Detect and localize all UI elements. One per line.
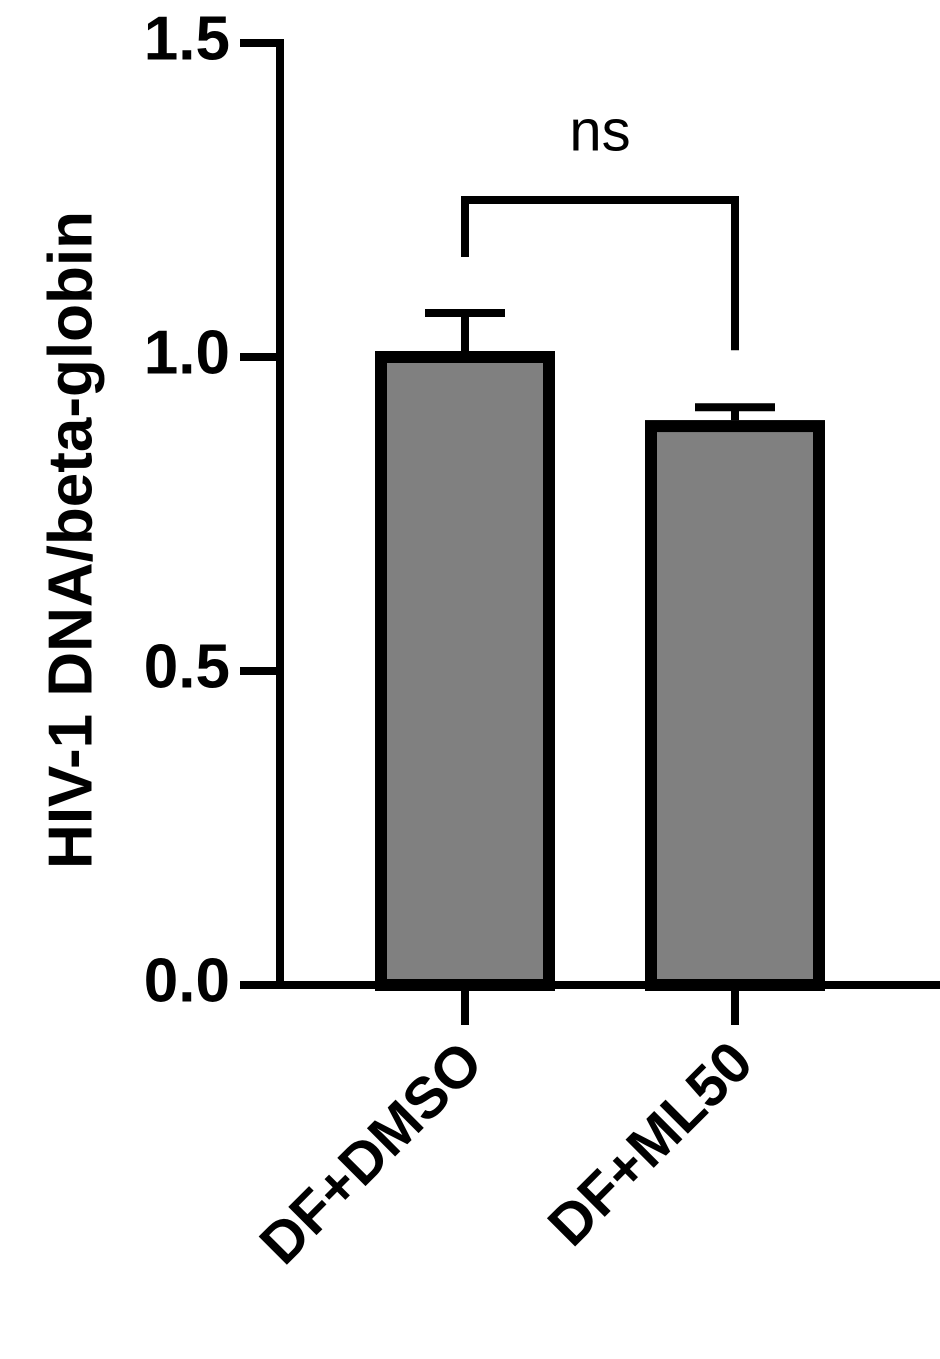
y-tick-label: 0.0 bbox=[144, 946, 230, 1015]
significance-label: ns bbox=[569, 98, 630, 163]
error-bar bbox=[695, 403, 775, 421]
bar bbox=[375, 351, 555, 991]
x-tick-label: DF+ML50 bbox=[536, 1029, 765, 1258]
error-bar bbox=[425, 309, 505, 351]
y-tick-label: 0.5 bbox=[144, 632, 230, 701]
significance-bracket bbox=[461, 196, 739, 351]
y-tick-label: 1.5 bbox=[144, 4, 230, 73]
x-tick-label: DF+DMSO bbox=[247, 1029, 495, 1277]
y-axis-title: HIV-1 DNA/beta-globin bbox=[36, 211, 105, 869]
y-tick-label: 1.0 bbox=[144, 318, 230, 387]
bar bbox=[645, 420, 825, 991]
